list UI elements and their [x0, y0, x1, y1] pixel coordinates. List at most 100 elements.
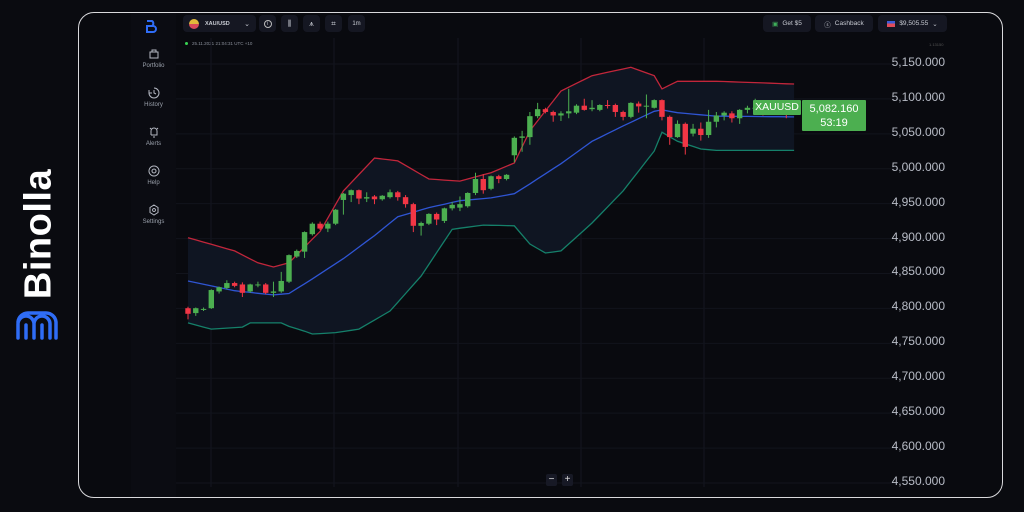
price-axis-label: 5,150.000: [891, 55, 945, 69]
candle-down: [239, 284, 246, 293]
alerts-icon: [149, 127, 158, 138]
sidebar-item-portfolio[interactable]: Portfolio: [131, 48, 176, 69]
sidebar-item-label: Portfolio: [142, 63, 165, 69]
sidebar-item-help[interactable]: Help: [131, 165, 176, 186]
candle-down: [371, 196, 378, 200]
candle-down: [550, 111, 556, 116]
sidebar-item-label: History: [144, 102, 163, 108]
sidebar-item-alerts[interactable]: Alerts: [131, 126, 176, 147]
candle-up: [379, 195, 385, 200]
price-axis-label: 4,950.000: [891, 194, 945, 209]
binolla-logo-icon: [16, 311, 58, 340]
gift-icon: ▣: [772, 20, 779, 28]
candle-up: [441, 208, 448, 221]
candle-up: [457, 204, 463, 208]
candle-down: [231, 283, 238, 286]
interval-button[interactable]: 1m: [348, 15, 365, 32]
sidebar-item-label: Settings: [142, 219, 165, 225]
candle-up: [348, 190, 354, 196]
indicators-icon: ⫼: [287, 18, 292, 28]
candle-up: [690, 128, 696, 134]
candle-up: [628, 102, 634, 117]
price-axis-label: 4,550.000: [891, 473, 945, 488]
candle-down: [410, 204, 417, 226]
bollinger-band-fill: [188, 67, 795, 335]
current-price: 5,082.160: [809, 103, 859, 115]
asset-selector[interactable]: XAU/USD ⌄: [183, 15, 256, 32]
candle-down: [667, 116, 673, 138]
balance-button[interactable]: $9,505.55 ⌄: [878, 15, 947, 32]
candle-up: [270, 291, 277, 293]
info-icon: i: [263, 19, 272, 28]
candle-up: [721, 112, 727, 116]
price-axis-label: 4,800.000: [891, 299, 945, 314]
sidebar-item-settings[interactable]: Settings: [131, 204, 176, 225]
history-icon: [148, 87, 159, 99]
candle-down: [356, 190, 362, 199]
us-flag-icon: [887, 20, 896, 27]
price-axis-label: 4,650.000: [891, 404, 945, 419]
candle-up: [589, 107, 595, 110]
candle-up: [387, 192, 393, 198]
candle-down: [185, 308, 191, 314]
candle-up: [674, 123, 681, 138]
candle-up: [449, 204, 455, 209]
candle-up: [200, 308, 207, 310]
symbol-label: XAUUSD: [753, 100, 801, 115]
server-time: 25.11.2021 21:04:31 UTC +10: [185, 41, 252, 46]
sidebar-item-history[interactable]: History: [131, 87, 176, 108]
candle-up: [193, 308, 199, 314]
help-icon: [148, 165, 159, 177]
candle-up: [511, 137, 518, 156]
candle-down: [480, 179, 486, 191]
cashback-button[interactable]: ⓢ Cashback: [815, 15, 873, 32]
candle-down: [698, 128, 704, 136]
usd-flag-icon: [189, 18, 199, 29]
candle-down: [317, 223, 323, 229]
candle-up: [643, 105, 650, 107]
candle-up: [534, 109, 541, 117]
current-price-label: 5,082.160 53:19: [802, 100, 866, 131]
candle-up: [488, 176, 494, 189]
price-axis-label: 5,100.000: [891, 89, 945, 104]
candle-down: [620, 111, 626, 117]
candle-down: [659, 100, 665, 117]
crop-button[interactable]: ⌗: [325, 15, 342, 32]
candle-up: [465, 192, 471, 207]
app-logo-icon: [146, 20, 157, 33]
get-bonus-button[interactable]: ▣ Get $5: [763, 15, 811, 32]
candle-down: [635, 103, 642, 107]
price-axis-label: 4,750.000: [891, 334, 945, 349]
candle-up: [364, 197, 370, 199]
zoom-in-button[interactable]: +: [562, 474, 573, 486]
candle-countdown: 53:19: [820, 117, 848, 129]
candle-up: [224, 283, 230, 288]
candle-up: [558, 113, 564, 116]
candle-up: [278, 280, 284, 292]
drawing-icon: ⩚: [309, 18, 314, 28]
online-dot-icon: [185, 42, 188, 45]
chevron-down-icon: ⌄: [932, 20, 938, 28]
brand-wordmark: Binolla: [17, 168, 60, 300]
candle-down: [604, 104, 611, 106]
candle-down: [581, 105, 587, 110]
price-axis-label: 4,600.000: [891, 439, 945, 454]
info-button[interactable]: i: [259, 15, 276, 32]
candle-up: [340, 193, 347, 200]
candle-up: [325, 223, 331, 229]
candle-down: [395, 192, 401, 198]
price-axis-label: 5,000.000: [891, 159, 945, 174]
zoom-out-button[interactable]: −: [546, 474, 557, 486]
candle-up: [597, 104, 603, 110]
candle-down: [612, 104, 619, 112]
candle-up: [566, 111, 572, 114]
candle-up: [744, 107, 751, 110]
candle-up: [573, 105, 580, 113]
drawing-button[interactable]: ⩚: [303, 15, 320, 32]
bollinger-lower-line: [187, 131, 795, 335]
candlestick-chart[interactable]: [79, 13, 1003, 498]
small-value: 1.13150: [929, 42, 944, 47]
indicators-button[interactable]: ⫼: [281, 15, 298, 32]
app-window: Portfolio History Alerts Help Settings XAU/U…: [78, 12, 1003, 498]
sidebar: Portfolio History Alerts Help Settings: [131, 13, 176, 497]
